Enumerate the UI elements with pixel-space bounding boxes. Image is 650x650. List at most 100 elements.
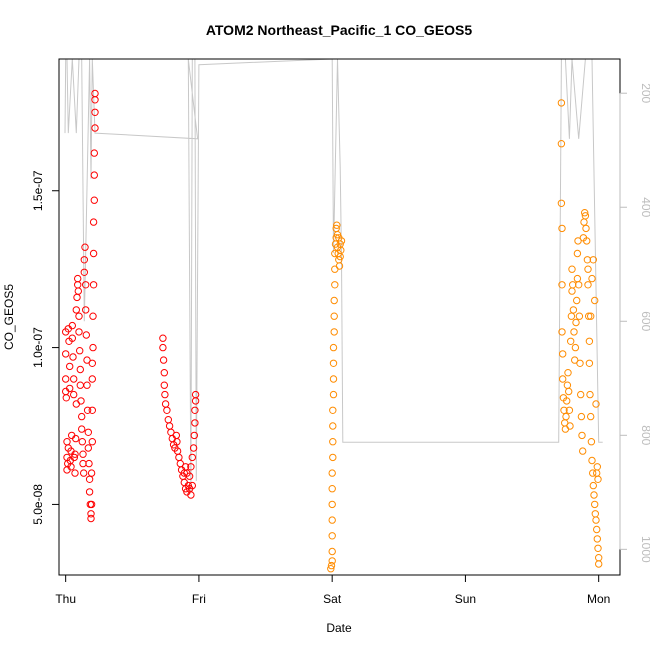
- data-point: [329, 406, 337, 414]
- data-point: [82, 306, 90, 314]
- data-point: [83, 406, 92, 414]
- y-tick-label: 5.0e-08: [31, 484, 45, 525]
- data-point: [329, 375, 338, 383]
- chart-title: ATOM2 Northeast_Pacific_1 CO_GEOS5: [206, 22, 473, 38]
- data-point: [573, 296, 581, 305]
- data-point: [80, 256, 89, 264]
- data-point: [329, 359, 338, 367]
- data-point: [585, 312, 593, 320]
- data-point: [558, 281, 566, 289]
- data-point: [69, 353, 77, 361]
- pressure-line: [64, 58, 603, 493]
- data-point: [89, 218, 98, 226]
- data-point: [557, 199, 566, 208]
- data-point: [67, 463, 75, 471]
- data-point: [574, 237, 582, 245]
- right-tick-label: 800: [639, 425, 650, 445]
- data-point: [163, 406, 171, 414]
- data-point: [90, 149, 99, 157]
- data-point: [585, 359, 594, 367]
- data-point: [70, 375, 78, 383]
- data-point: [71, 469, 79, 477]
- data-point: [80, 268, 89, 276]
- data-point: [83, 356, 91, 364]
- y-tick-label: 1.0e-07: [31, 327, 45, 368]
- data-point: [62, 394, 71, 402]
- data-point: [159, 343, 167, 352]
- data-point: [331, 281, 339, 289]
- data-point: [587, 438, 596, 446]
- data-point: [89, 312, 97, 320]
- data-point: [581, 212, 590, 220]
- data-point: [85, 488, 94, 496]
- data-point: [76, 347, 84, 355]
- data-point: [91, 89, 99, 98]
- data-point: [68, 321, 77, 330]
- data-point: [90, 171, 99, 179]
- right-tick-label: 400: [639, 197, 650, 217]
- data-point: [173, 438, 181, 446]
- data-point: [78, 412, 86, 421]
- data-point: [581, 209, 589, 217]
- data-point: [190, 431, 199, 440]
- data-point: [593, 535, 601, 543]
- data-point: [187, 463, 195, 471]
- data-point: [585, 337, 594, 345]
- data-point: [81, 243, 89, 251]
- data-point: [187, 491, 195, 499]
- data-point: [572, 318, 580, 327]
- data-point: [183, 469, 191, 477]
- data-point: [87, 514, 95, 523]
- data-point: [330, 312, 338, 320]
- data-point: [592, 516, 600, 524]
- series-1: [61, 89, 200, 523]
- data-point: [562, 412, 570, 421]
- data-point: [337, 237, 346, 245]
- data-point: [589, 481, 597, 490]
- right-axis: 200 400 600 800 1000: [619, 83, 650, 563]
- data-point: [78, 438, 87, 446]
- data-point: [88, 406, 97, 414]
- data-point: [328, 469, 336, 477]
- right-tick-label: 600: [639, 311, 650, 331]
- data-point: [89, 281, 98, 289]
- data-point: [191, 390, 200, 399]
- data-point: [66, 362, 74, 371]
- data-point: [328, 557, 336, 565]
- data-point: [91, 108, 99, 117]
- data-point: [582, 224, 590, 233]
- data-point: [89, 249, 98, 258]
- data-point: [88, 438, 97, 446]
- data-point: [569, 306, 578, 314]
- data-point: [571, 343, 580, 352]
- data-point: [75, 328, 83, 336]
- data-point: [78, 425, 86, 433]
- data-point: [159, 356, 168, 364]
- data-point: [68, 334, 77, 342]
- data-point: [557, 99, 566, 107]
- data-point: [329, 343, 338, 352]
- data-point: [188, 481, 197, 490]
- x-tick-label: Mon: [587, 592, 610, 606]
- y-axis: 5.0e-08 1.0e-07 1.5e-07: [31, 170, 60, 525]
- data-point: [329, 453, 337, 462]
- data-point: [593, 525, 601, 534]
- series-2: [327, 99, 603, 573]
- data-point: [328, 547, 336, 556]
- data-point: [563, 397, 571, 405]
- data-point: [570, 328, 578, 336]
- data-point: [84, 428, 93, 436]
- data-point: [573, 249, 582, 258]
- data-point: [583, 256, 592, 264]
- data-point: [578, 431, 586, 440]
- data-point: [584, 265, 592, 273]
- data-point: [188, 453, 197, 462]
- data-point: [583, 237, 591, 245]
- data-point: [593, 469, 601, 477]
- right-tick-label: 200: [639, 83, 650, 103]
- plot-area: [61, 58, 603, 573]
- data-point: [160, 381, 169, 389]
- data-point: [327, 561, 336, 570]
